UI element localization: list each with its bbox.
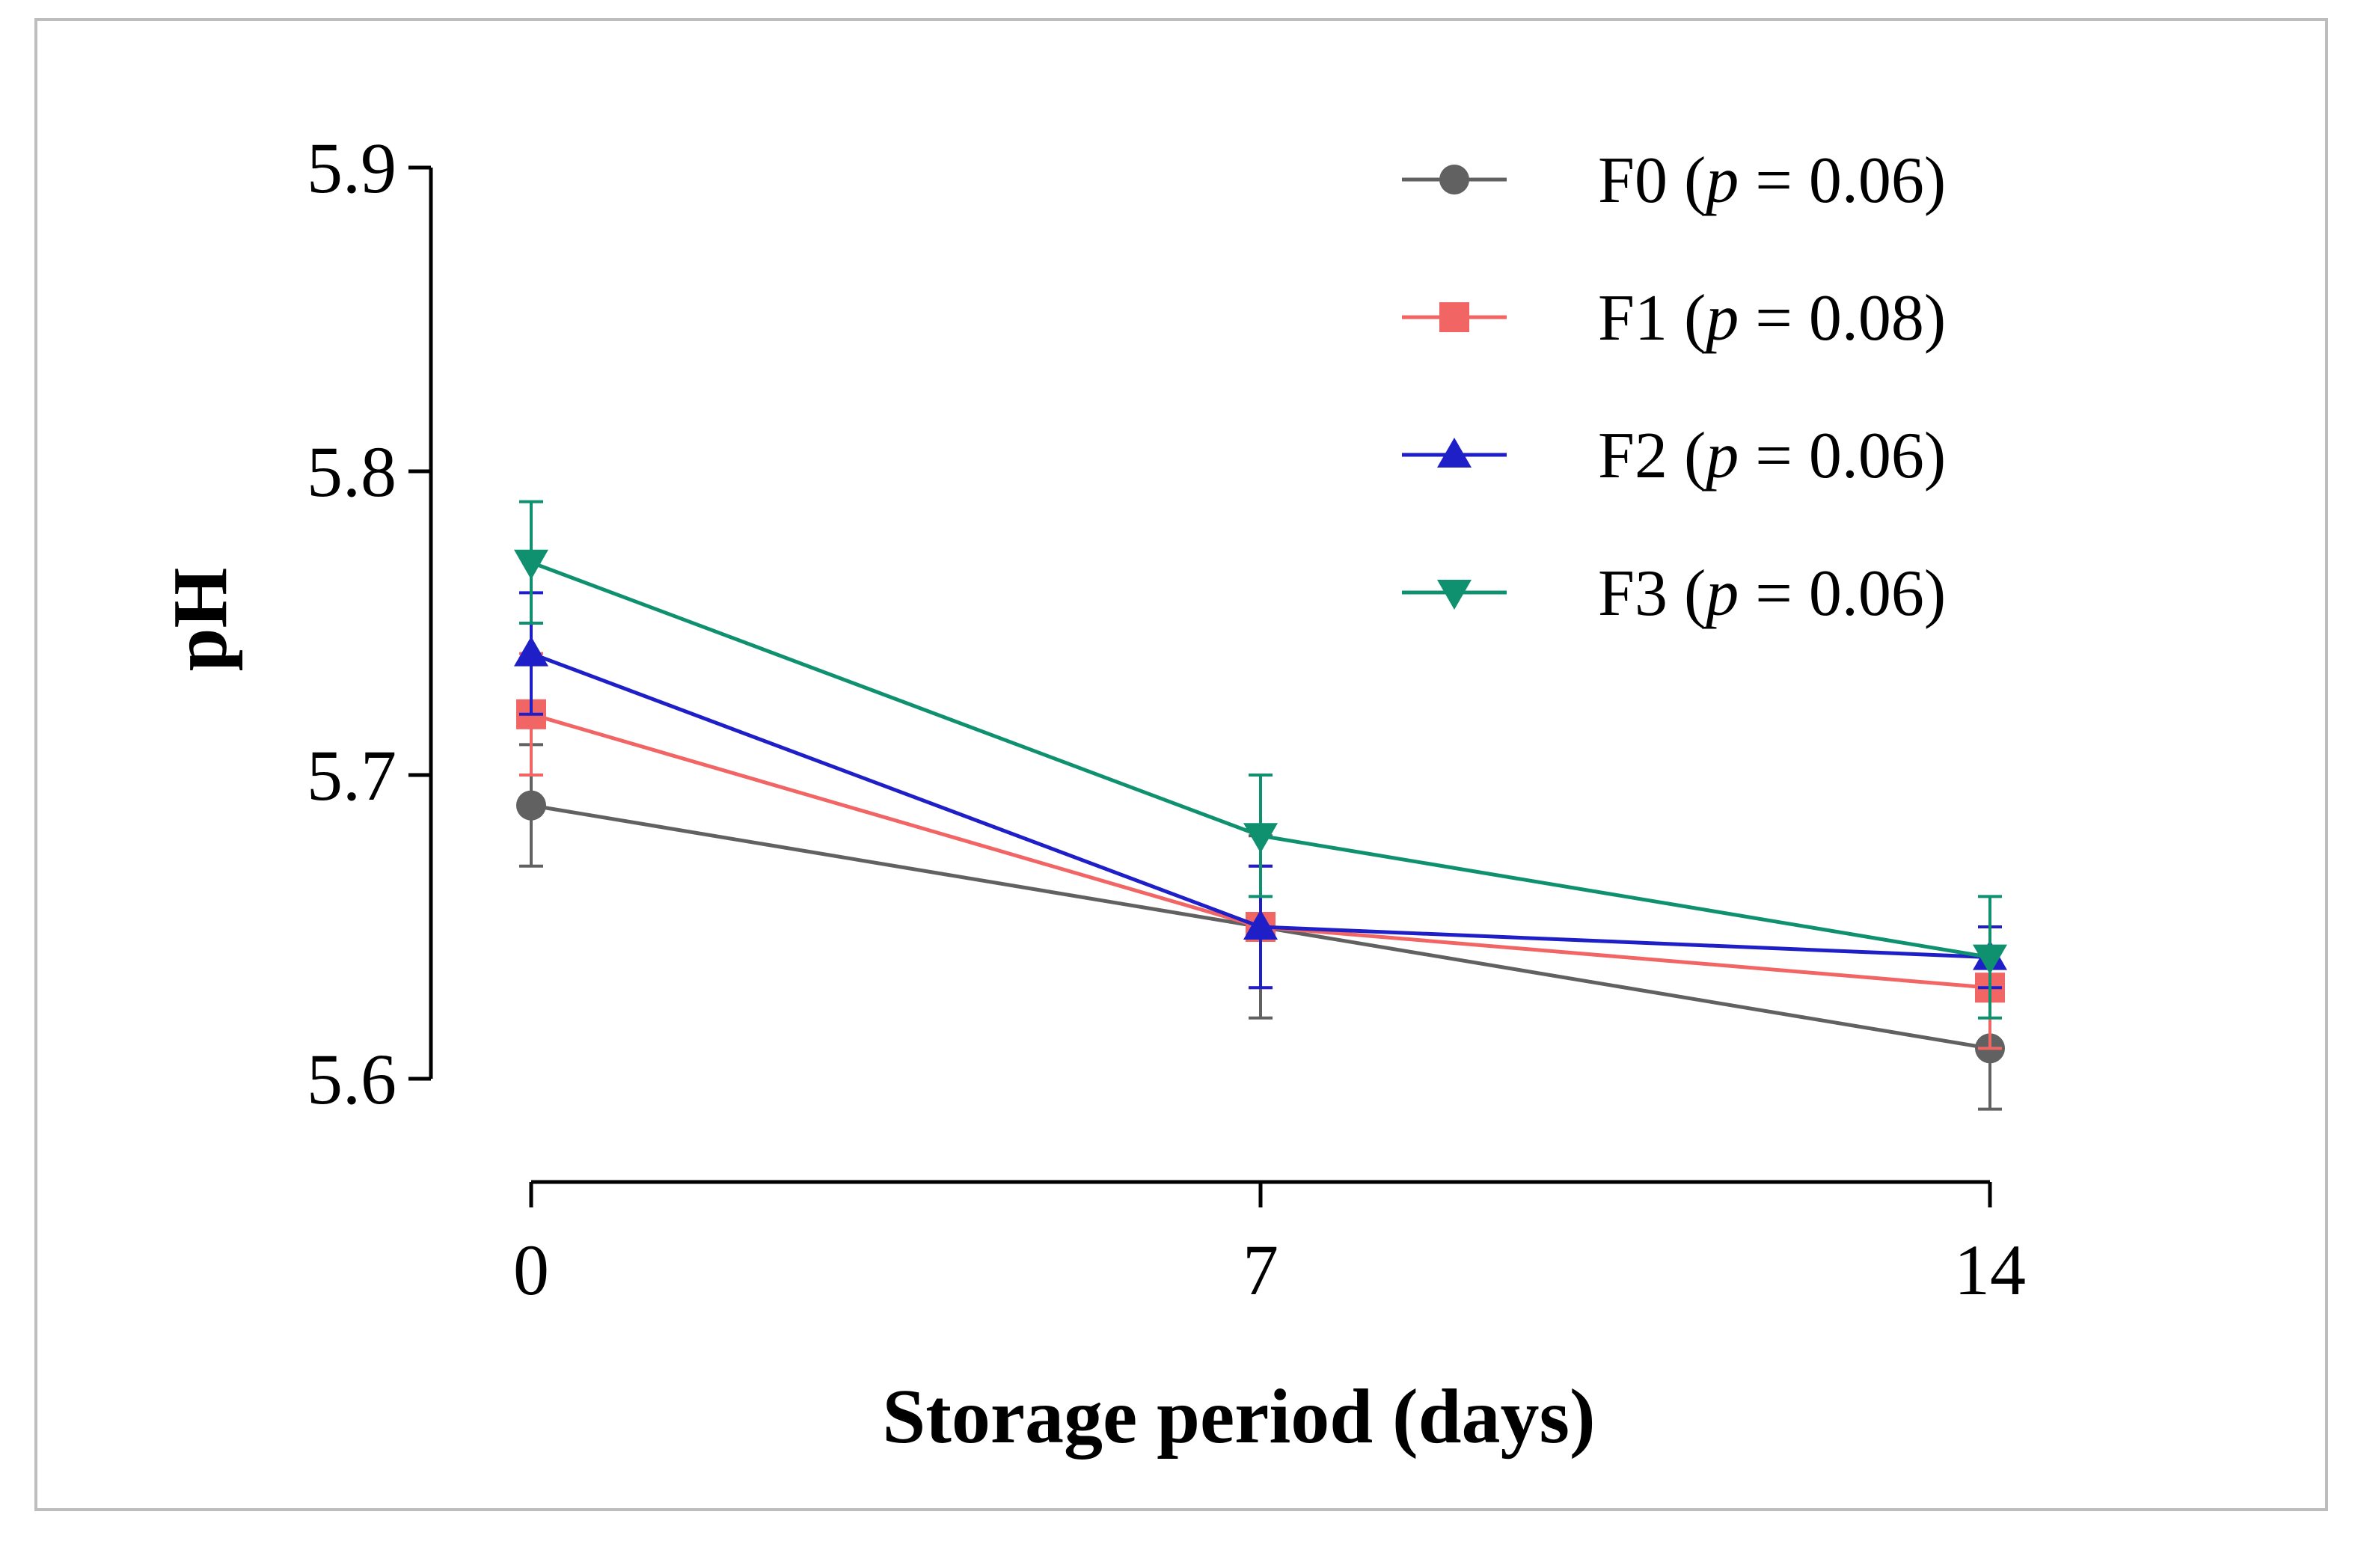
legend-item-f3: F3 (p = 0.06) [1402, 557, 1946, 630]
legend-label: F2 (p = 0.06) [1598, 420, 1946, 492]
y-axis-title: pH [157, 568, 243, 672]
y-tick-label: 5.8 [307, 432, 396, 512]
data-point [1243, 823, 1278, 854]
data-point [514, 549, 548, 580]
y-tick-label: 5.6 [307, 1039, 396, 1119]
x-tick-label: 0 [513, 1230, 549, 1310]
x-tick-label: 14 [1954, 1230, 2026, 1310]
data-point [516, 790, 546, 821]
legend-label: F0 (p = 0.06) [1598, 144, 1946, 217]
y-tick-label: 5.7 [307, 735, 396, 815]
x-axis-title: Storage period (days) [882, 1373, 1595, 1460]
legend-label: F3 (p = 0.06) [1598, 557, 1946, 630]
legend: F0 (p = 0.06) F1 (p = 0.08) F2 (p = 0.06) F… [1402, 144, 1946, 630]
legend-item-f1: F1 (p = 0.08) [1402, 282, 1946, 355]
legend-marker [1439, 165, 1469, 195]
legend-marker [1439, 302, 1469, 332]
y-tick-label: 5.9 [307, 128, 396, 208]
data-point [1243, 910, 1278, 940]
data-point [514, 636, 548, 667]
legend-item-f2: F2 (p = 0.06) [1402, 420, 1946, 492]
legend-marker [1437, 580, 1472, 610]
data-point [1973, 944, 2007, 975]
legend-marker [1437, 438, 1472, 468]
ph-line-chart: 5.6 5.7 5.8 5.9 0 7 14 F0 (p = 0.06) F1 (p = 0.… [157, 128, 2026, 1460]
legend-item-f0: F0 (p = 0.06) [1402, 144, 1946, 217]
legend-label: F1 (p = 0.08) [1598, 282, 1946, 355]
series-group [514, 500, 2007, 1111]
x-tick-label: 7 [1243, 1230, 1279, 1310]
series-f3 [514, 500, 2007, 1020]
figure-frame: 5.6 5.7 5.8 5.9 0 7 14 F0 (p = 0.06) F1 (p = 0.… [34, 18, 2328, 1511]
axes: 5.6 5.7 5.8 5.9 0 7 14 [307, 128, 2026, 1310]
